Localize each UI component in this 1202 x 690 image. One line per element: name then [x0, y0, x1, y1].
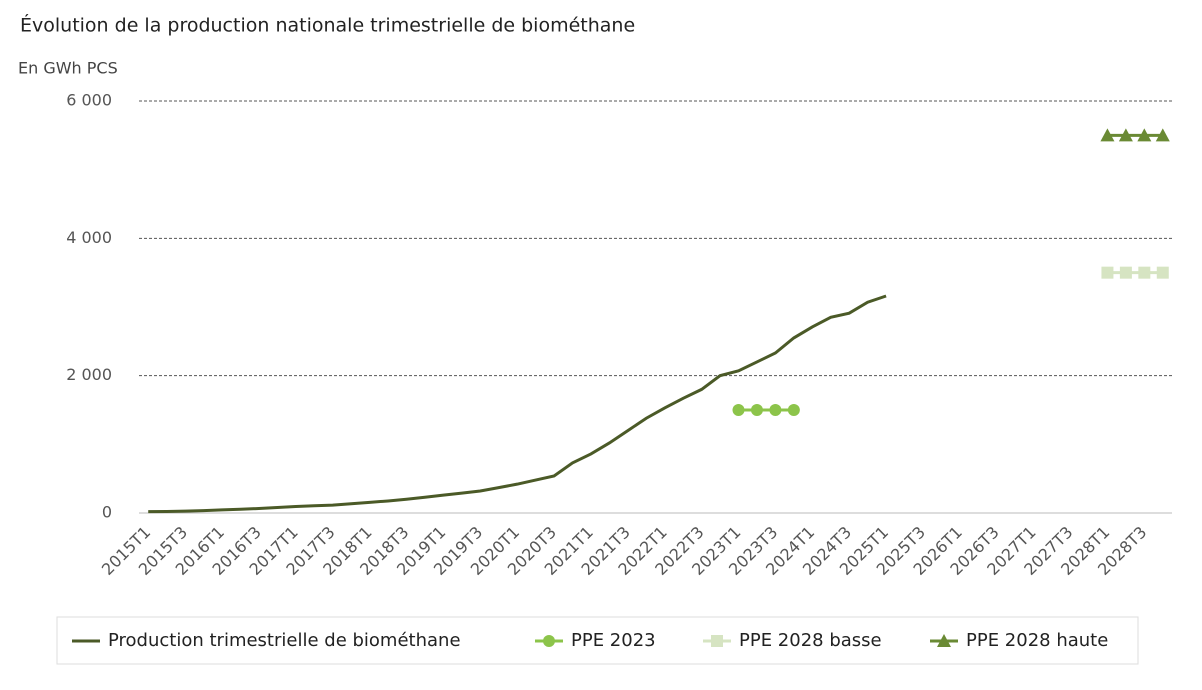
legend-label: PPE 2028 basse: [739, 630, 882, 651]
y-tick-label: 2 000: [66, 365, 112, 384]
legend-label: Production trimestrielle de biométhane: [108, 630, 461, 651]
legend-label: PPE 2023: [571, 630, 656, 651]
marker: [1118, 128, 1133, 142]
marker: [787, 404, 800, 416]
marker: [1119, 266, 1132, 279]
marker: [1137, 128, 1152, 142]
series-line: [148, 294, 887, 514]
marker: [769, 404, 782, 416]
y-tick-label: 0: [102, 503, 112, 522]
marker: [1156, 266, 1169, 279]
legend-label: PPE 2028 haute: [966, 630, 1108, 651]
y-tick-label: 6 000: [66, 91, 112, 110]
marker: [711, 635, 723, 647]
marker: [937, 634, 951, 647]
marker: [543, 635, 555, 647]
y-axis-label: En GWh PCS: [18, 59, 118, 78]
marker: [750, 404, 763, 416]
marker: [1155, 128, 1170, 142]
chart-title: Évolution de la production nationale tri…: [20, 14, 635, 37]
marker: [1100, 128, 1115, 142]
marker: [1138, 266, 1151, 279]
marker: [1101, 266, 1114, 279]
y-tick-label: 4 000: [66, 228, 112, 247]
marker: [732, 404, 745, 416]
